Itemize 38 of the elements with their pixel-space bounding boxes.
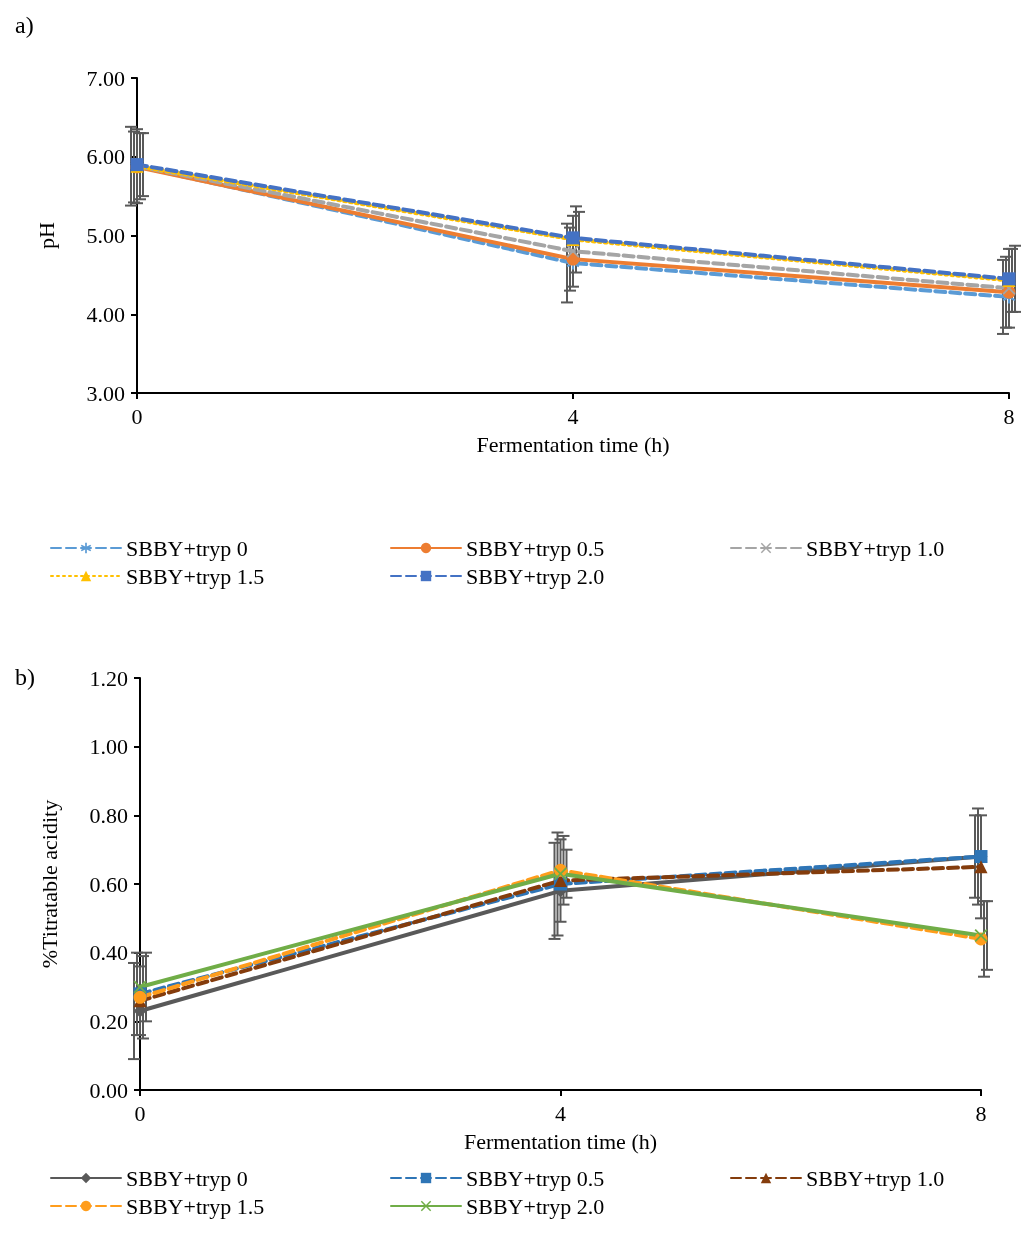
y-tick-label: 0.40 (89, 940, 128, 966)
legend-label: SBBY+tryp 0.5 (466, 1165, 605, 1191)
y-tick-label: 7.00 (86, 65, 125, 91)
x-tick-label: 4 (567, 403, 579, 429)
legend-label: SBBY+tryp 2.0 (466, 563, 605, 589)
legend-label: SBBY+tryp 0.5 (466, 535, 605, 561)
y-tick-label: 1.00 (89, 734, 128, 760)
x-tick-label: 8 (975, 1100, 987, 1126)
y-tick-label: 5.00 (86, 223, 125, 248)
legend-label: SBBY+tryp 1.0 (806, 1165, 945, 1191)
legend-label: SBBY+tryp 1.5 (126, 563, 265, 589)
y-tick-label: 6.00 (86, 144, 125, 170)
y-tick-label: 1.20 (89, 665, 128, 691)
chart-title: b) (15, 664, 35, 690)
y-tick-label: 0.80 (89, 802, 128, 828)
point (133, 980, 147, 994)
y-tick-label: 0.20 (89, 1008, 128, 1034)
y-tick-label: 4.00 (86, 301, 125, 327)
y-axis-title: %Titratable acidity (36, 799, 62, 969)
point (554, 867, 567, 881)
point (974, 860, 988, 874)
legend-label: SBBY+tryp 1.0 (806, 535, 945, 561)
chart-title: a) (15, 12, 34, 38)
legend-label: SBBY+tryp 1.5 (126, 1193, 265, 1219)
y-tick-label: 3.00 (86, 380, 125, 406)
x-axis-title: Fermentation time (h) (463, 1128, 658, 1154)
legend-label: SBBY+tryp 2.0 (466, 1193, 605, 1219)
y-tick-label: 0.00 (89, 1077, 128, 1103)
legend-label: SBBY+tryp 0 (126, 1165, 248, 1191)
x-tick-label: 0 (134, 1100, 146, 1126)
y-tick-label: 0.60 (89, 871, 128, 897)
x-tick-label: 0 (131, 403, 143, 429)
x-tick-label: 4 (555, 1100, 566, 1126)
legend-label: SBBY+tryp 0 (126, 535, 248, 561)
y-axis-title: pH (33, 221, 59, 249)
x-tick-label: 8 (1003, 403, 1015, 429)
point (566, 244, 580, 258)
x-axis-title: Fermentation time (h) (476, 431, 670, 457)
